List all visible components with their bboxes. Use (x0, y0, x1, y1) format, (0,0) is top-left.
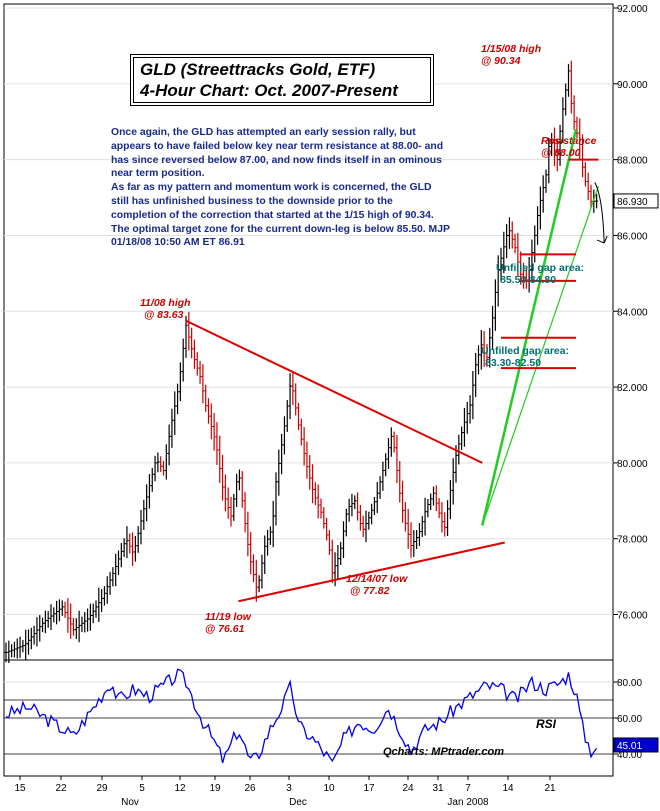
x-month-label: Jan 2008 (447, 797, 489, 808)
last-price-label: 86.930 (617, 197, 648, 208)
price-tick-label: 88.000 (617, 156, 648, 167)
price-tick-label: 90.000 (617, 80, 648, 91)
commentary-paragraph-2: As far as my pattern and momentum work i… (111, 182, 450, 249)
x-axis: 15 22 29 5 12 19 26 3 10 17 24 31 7 14 21 Nov Dec Jan 200… (14, 776, 556, 808)
x-tick-label: 19 (209, 783, 221, 794)
annotation-gap-2: Unfilled gap area: 83.30-82.50 (481, 345, 570, 369)
commentary-text: Once again, the GLD has attempted an ear… (111, 126, 451, 250)
price-gridlines (4, 7, 613, 616)
rsi-line (5, 668, 598, 764)
x-tick-label: 26 (244, 783, 256, 794)
price-tick-label: 80.000 (617, 459, 648, 470)
rsi-tick-label: 60.00 (617, 714, 642, 725)
price-bars (4, 60, 599, 664)
x-tick-label: 22 (55, 783, 67, 794)
green-uptrend-line (481, 129, 578, 526)
price-tick-label: 76.000 (617, 611, 648, 622)
chart-title-box: GLD (Streettracks Gold, ETF) 4-Hour Char… (133, 57, 431, 103)
price-axis-ticks: 76.000 78.000 80.000 82.000 84.000 86.000 88.0… (613, 4, 659, 622)
x-tick-label: 29 (96, 783, 108, 794)
rsi-tick-label: 40.00 (617, 750, 642, 761)
x-month-label: Dec (289, 797, 307, 808)
trendlines (185, 129, 608, 603)
last-price-box (613, 193, 659, 209)
projection-arrow (594, 182, 605, 244)
x-tick-label: 3 (286, 783, 292, 794)
rsi-label: RSI (536, 717, 557, 731)
rsi-panel: 40.00 60.00 80.00 45.01 (4, 668, 659, 764)
price-tick-label: 78.000 (617, 535, 648, 546)
green-uptrend-line-secondary (481, 185, 600, 526)
x-tick-label: 17 (363, 783, 375, 794)
x-tick-label: 14 (502, 783, 514, 794)
price-tick-label: 92.000 (617, 4, 648, 15)
price-tick-label: 86.000 (617, 231, 648, 242)
annotation-nov-low: 11/19 low @ 76.61 (205, 611, 251, 635)
price-tick-label: 82.000 (617, 383, 648, 394)
rsi-tick-label: 80.00 (617, 678, 642, 689)
price-tick-label: 84.000 (617, 307, 648, 318)
annotation-jan-high: 1/15/08 high @ 90.34 (481, 43, 542, 67)
x-tick-label: 31 (432, 783, 444, 794)
x-tick-label: 12 (174, 783, 186, 794)
commentary-paragraph-1: Once again, the GLD has attempted an ear… (111, 127, 444, 180)
ascending-support-line (238, 541, 505, 603)
descending-trendline (185, 319, 483, 464)
x-tick-label: 5 (139, 783, 145, 794)
annotation-gap-1: Unfilled gap area: 85.50-84.80 (496, 262, 585, 286)
x-tick-label: 15 (14, 783, 26, 794)
projection-arrow-head (596, 235, 608, 244)
x-tick-label: 24 (402, 783, 414, 794)
x-tick-label: 10 (323, 783, 335, 794)
annotation-nov-high: 11/08 high @ 83.63 (140, 297, 191, 321)
chart-subtitle: 4-Hour Chart: Oct. 2007-Present (140, 81, 398, 100)
x-tick-label: 21 (544, 783, 556, 794)
annotation-resistance: Resistance @ 88.00 (541, 135, 597, 159)
chart-title: GLD (Streettracks Gold, ETF) (140, 60, 376, 79)
rsi-last-label: 45.01 (617, 741, 642, 752)
chart-source: Qcharts: MPtrader.com (383, 746, 505, 758)
rsi-last-box (613, 737, 659, 753)
annotation-dec-low: 12/14/07 low @ 77.82 (346, 573, 408, 597)
x-tick-label: 7 (465, 783, 471, 794)
x-month-label: Nov (121, 797, 139, 808)
